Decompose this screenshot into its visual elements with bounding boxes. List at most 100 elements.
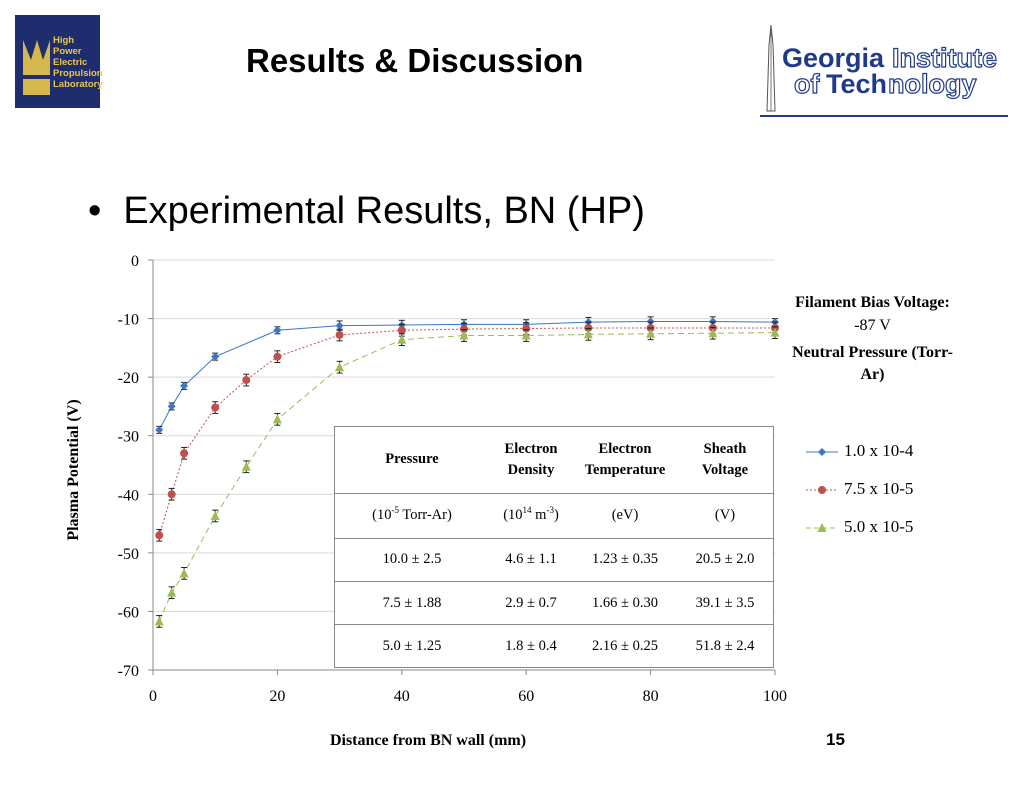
logo-word-tech: Tech bbox=[826, 69, 888, 99]
table-row: 5.0 ± 1.25 1.8 ± 0.4 2.16 ± 0.25 51.8 ± … bbox=[335, 625, 773, 667]
legend-label: 7.5 x 10-5 bbox=[844, 479, 914, 498]
unit-text: m bbox=[531, 507, 547, 523]
data-point bbox=[179, 568, 189, 578]
data-point bbox=[708, 317, 717, 326]
x-tick-label: 40 bbox=[394, 688, 410, 705]
legend-entry-series3: 5.0 x 10-5 bbox=[806, 517, 913, 537]
data-series bbox=[154, 316, 780, 628]
data-point bbox=[180, 449, 189, 458]
table-header: Electron Temperature bbox=[584, 440, 666, 478]
data-point bbox=[167, 587, 177, 597]
table-row: 7.5 ± 1.88 2.9 ± 0.7 1.66 ± 0.30 39.1 ± … bbox=[335, 581, 773, 625]
tech-tower-icon bbox=[766, 25, 776, 112]
line-circle-marker-icon bbox=[806, 486, 838, 495]
data-point bbox=[155, 531, 164, 540]
unit-exponent: -5 bbox=[391, 505, 400, 516]
y-tick-label: -30 bbox=[118, 429, 139, 446]
data-point bbox=[242, 376, 251, 385]
bullet-item: • Experimental Results, BN (HP) bbox=[88, 190, 645, 233]
unit-text: (10 bbox=[372, 507, 392, 523]
x-tick-label: 0 bbox=[149, 688, 157, 705]
unit-text: (10 bbox=[503, 507, 523, 523]
series-line bbox=[158, 332, 776, 622]
legend-label: 1.0 x 10-4 bbox=[844, 441, 914, 460]
table-cell: (1014 m-3) bbox=[489, 493, 573, 538]
logo-line: Power bbox=[53, 46, 82, 57]
y-tick-label: -10 bbox=[118, 312, 139, 329]
legend-bias-heading: Filament Bias Voltage: bbox=[795, 294, 950, 311]
logo-line: High bbox=[53, 35, 75, 46]
table-cell: 4.6 ± 1.1 bbox=[505, 551, 557, 568]
x-tick-label: 100 bbox=[763, 688, 787, 705]
data-point bbox=[708, 328, 718, 338]
logo-line: Propulsion bbox=[53, 68, 103, 79]
logo-word-institute: Institute bbox=[891, 42, 997, 73]
page-number: 15 bbox=[826, 730, 845, 749]
y-tick-label: -60 bbox=[118, 604, 139, 621]
data-point bbox=[521, 330, 531, 340]
table-cell: 5.0 ± 1.25 bbox=[382, 637, 442, 654]
table-cell: (V) bbox=[714, 507, 736, 523]
table-cell: 1.66 ± 0.30 bbox=[592, 594, 658, 611]
bullet-icon: • bbox=[88, 190, 102, 232]
logo-word-georgia: Georgia bbox=[782, 43, 885, 73]
unit-exponent: -3 bbox=[546, 505, 554, 516]
series-2 bbox=[155, 321, 779, 542]
table-row: 10.0 ± 2.5 4.6 ± 1.1 1.23 ± 0.35 20.5 ± … bbox=[335, 538, 773, 582]
georgia-tech-logo: Georgia Institute of Tech nology bbox=[760, 25, 1020, 113]
plasma-parameters-table: Pressure Electron Density Electron Tempe… bbox=[334, 426, 774, 668]
logo-word-of: of bbox=[793, 68, 820, 99]
legend-bias-value: -87 V bbox=[854, 317, 891, 334]
data-point bbox=[335, 330, 344, 339]
table-cell: (eV) bbox=[611, 507, 639, 523]
data-point bbox=[646, 317, 655, 326]
hpepl-emblem-icon bbox=[23, 40, 50, 95]
table-header: Sheath Voltage bbox=[701, 440, 749, 478]
table-cell: 2.9 ± 0.7 bbox=[505, 594, 557, 611]
data-point bbox=[583, 329, 593, 339]
legend-entry-series1: 1.0 x 10-4 bbox=[806, 441, 913, 461]
table-units-row: (10-5 Torr-Ar) (1014 m-3) (eV) (V) bbox=[335, 493, 773, 538]
table-header: Electron Density bbox=[504, 440, 558, 478]
y-tick-label: -50 bbox=[118, 546, 139, 563]
series-3 bbox=[154, 326, 780, 628]
data-point bbox=[211, 352, 220, 361]
x-tick-label: 80 bbox=[643, 688, 659, 705]
data-point bbox=[155, 425, 164, 434]
data-point bbox=[397, 334, 407, 344]
table-cell: 20.5 ± 2.0 bbox=[695, 551, 755, 568]
table-cell: 2.16 ± 0.25 bbox=[592, 637, 658, 654]
legend-label: 5.0 x 10-5 bbox=[844, 517, 914, 536]
data-point bbox=[584, 323, 593, 332]
y-tick-label: 0 bbox=[131, 253, 139, 270]
x-tick-label: 20 bbox=[269, 688, 285, 705]
data-point bbox=[460, 325, 468, 334]
series-line bbox=[158, 327, 775, 536]
data-point bbox=[272, 414, 282, 424]
table-cell: 1.8 ± 0.4 bbox=[505, 637, 557, 654]
data-point bbox=[522, 324, 531, 333]
data-point bbox=[646, 328, 656, 338]
data-point bbox=[459, 330, 469, 340]
data-point bbox=[167, 490, 176, 499]
unit-text: ) bbox=[553, 507, 559, 523]
x-axis-title: Distance from BN wall (mm) bbox=[330, 732, 526, 749]
x-tick-label: 60 bbox=[518, 688, 534, 705]
data-point bbox=[154, 616, 164, 626]
y-axis-title: Plasma Potential (V) bbox=[65, 399, 82, 540]
y-tick-label: -20 bbox=[118, 370, 139, 387]
data-point bbox=[770, 327, 780, 337]
y-tick-label: -40 bbox=[118, 487, 139, 504]
data-point bbox=[273, 326, 282, 335]
table-cell: 1.23 ± 0.35 bbox=[592, 551, 658, 568]
tick-labels: 0 -10 -20 -30 -40 -50 -60 -70 0 20 40 60 80 100 bbox=[118, 253, 787, 705]
unit-exponent: 14 bbox=[522, 505, 532, 516]
legend-pressure-heading: Neutral Pressure (Torr-Ar) bbox=[792, 344, 953, 383]
unit-text: Torr-Ar) bbox=[399, 507, 452, 523]
data-point bbox=[180, 381, 189, 390]
table-cell: 7.5 ± 1.88 bbox=[382, 594, 442, 611]
table-cell: 10.0 ± 2.5 bbox=[382, 551, 442, 568]
logo-line: Laboratory bbox=[53, 79, 103, 90]
hpepl-logo: High Power Electric Propulsion Laborator… bbox=[15, 15, 103, 108]
